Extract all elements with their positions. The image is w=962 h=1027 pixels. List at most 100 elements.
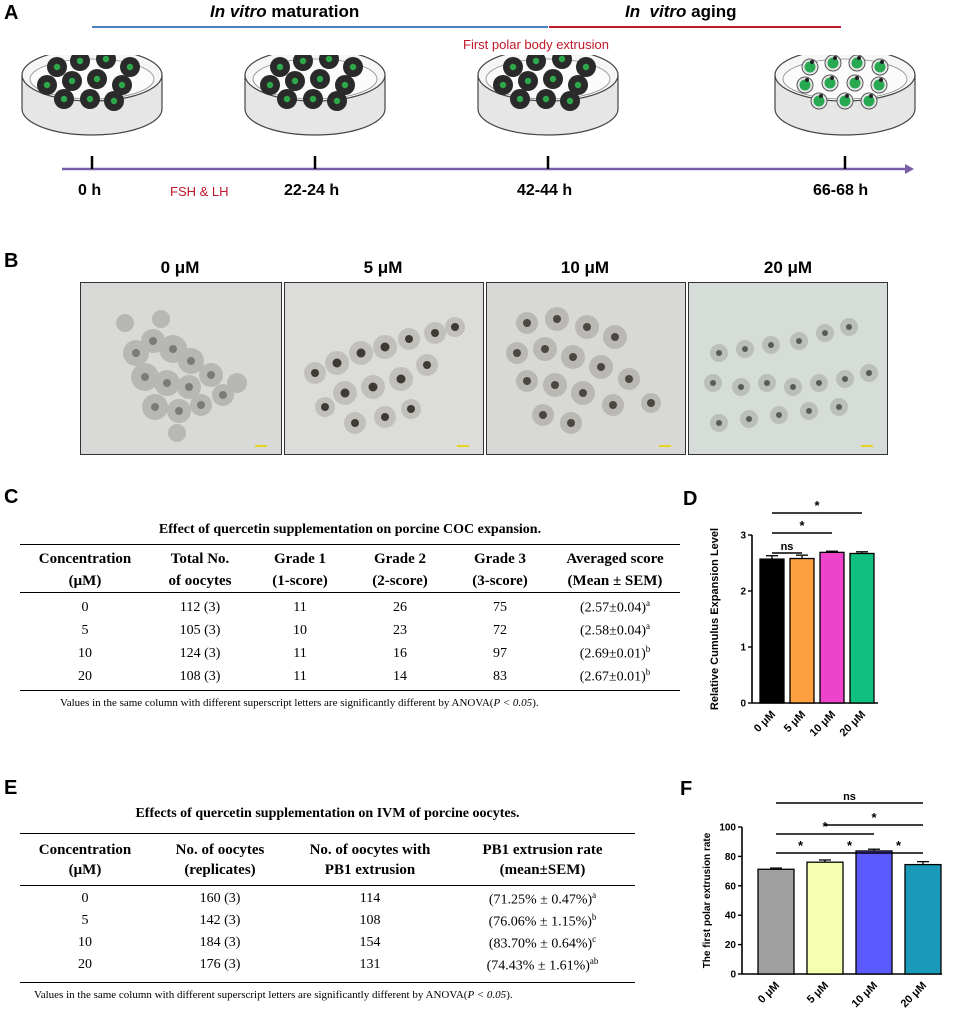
scale-bar bbox=[659, 445, 671, 447]
rate-value: (83.70% ± 0.64%) bbox=[488, 936, 593, 952]
cell: 11 bbox=[293, 599, 307, 615]
cell: 0 bbox=[81, 891, 89, 906]
header-grade1: Grade 1 bbox=[273, 551, 327, 567]
cell: 142 (3) bbox=[199, 913, 241, 928]
cell: (71.25% ± 0.47%)a bbox=[450, 888, 635, 910]
dish-66h bbox=[774, 55, 916, 136]
micrograph-0uM-cells bbox=[116, 310, 247, 442]
significance-label: ns bbox=[781, 541, 794, 553]
score-value: (2.67±0.01) bbox=[579, 669, 646, 685]
cell: 160 (3) bbox=[199, 891, 241, 906]
table-row: 20 176 (3) 131 (74.43% ± 1.61%)ab bbox=[20, 954, 635, 976]
y-axis-label: The first polar extrusion rate bbox=[702, 832, 713, 968]
header-concentration: Concentration bbox=[38, 842, 132, 858]
cell: 131 bbox=[359, 957, 381, 972]
phase-maturation-rest: maturation bbox=[266, 2, 360, 21]
cell: 97 bbox=[493, 645, 507, 661]
panel-label-c: C bbox=[4, 486, 19, 508]
table-e-top-rule bbox=[20, 833, 635, 834]
y-tick-label: 0 bbox=[740, 699, 746, 710]
header-score: Averaged score bbox=[566, 551, 664, 567]
panel-label-a: A bbox=[4, 2, 19, 24]
timeline-axis bbox=[62, 156, 914, 174]
rate-value: (71.25% ± 0.47%) bbox=[488, 892, 593, 908]
aging-line bbox=[549, 26, 841, 28]
micrograph-title-20uM: 20 μM bbox=[763, 258, 813, 277]
cell: 10 bbox=[78, 645, 92, 661]
header-total-sub: of oocytes bbox=[168, 573, 232, 589]
header-grade2-sub: (2-score) bbox=[372, 573, 428, 589]
significance-label: * bbox=[847, 838, 853, 853]
bar bbox=[759, 558, 785, 704]
superscript: ab bbox=[589, 955, 599, 966]
phase-maturation-title: In vitro maturation bbox=[210, 2, 359, 22]
table-row: 0 112 (3) 11 26 75 (2.57±0.04)a bbox=[20, 596, 680, 619]
micrograph-0uM bbox=[80, 282, 282, 455]
micrograph-title-0uM: 0 μM bbox=[160, 258, 200, 277]
table-e-bottom-rule bbox=[20, 982, 635, 983]
time-label-66h: 66-68 h bbox=[813, 182, 869, 199]
superscript: a bbox=[646, 598, 650, 609]
table-row: 20 108 (3) 11 14 83 (2.67±0.01)b bbox=[20, 665, 680, 688]
header-grade1-sub: (1-score) bbox=[272, 573, 328, 589]
note-p-value: P < 0.05 bbox=[493, 697, 533, 709]
micrograph-10uM-cells bbox=[506, 307, 661, 434]
x-tick-label: 10 μM bbox=[808, 709, 839, 740]
cell: 72 bbox=[493, 622, 507, 638]
phase-maturation-italic: In vitro bbox=[210, 2, 267, 21]
table-row: 10 124 (3) 11 16 97 (2.69±0.01)b bbox=[20, 642, 680, 665]
y-tick-label: 1 bbox=[740, 643, 746, 654]
cell: 23 bbox=[393, 622, 407, 638]
table-row: 0 160 (3) 114 (71.25% ± 0.47%)a bbox=[20, 888, 635, 910]
x-tick-label: 20 μM bbox=[899, 980, 930, 1011]
cell: 5 bbox=[81, 913, 89, 928]
panel-label-d: D bbox=[683, 488, 698, 510]
table-c-caption: Effect of quercetin supplementation on p… bbox=[158, 522, 542, 537]
score-value: (2.58±0.04) bbox=[579, 623, 646, 639]
note-end: ). bbox=[506, 989, 513, 1001]
significance-label: * bbox=[814, 498, 820, 513]
y-tick-label: 40 bbox=[725, 911, 737, 922]
micrograph-20uM-cells bbox=[704, 318, 878, 432]
bar bbox=[819, 551, 845, 704]
rate-value: (76.06% ± 1.15%) bbox=[488, 914, 592, 930]
superscript: b bbox=[591, 911, 597, 922]
bar bbox=[757, 868, 795, 975]
cell: 108 bbox=[359, 913, 381, 928]
cell: 114 bbox=[359, 891, 381, 906]
header-grade3: Grade 3 bbox=[473, 551, 527, 567]
table-c-header-rule bbox=[20, 592, 680, 593]
header-rate-sub: (mean±SEM) bbox=[499, 862, 586, 878]
dish-22h bbox=[244, 55, 386, 136]
cell: (2.69±0.01)b bbox=[550, 642, 680, 665]
cell: 5 bbox=[81, 622, 89, 638]
table-c-bottom-rule bbox=[20, 690, 680, 691]
header-pb1-sub: PB1 extrusion bbox=[324, 862, 416, 878]
header-grade3-sub: (3-score) bbox=[472, 573, 528, 589]
cell: 154 bbox=[359, 935, 381, 950]
y-tick-label: 0 bbox=[730, 970, 736, 981]
extrusion-label: First polar body extrusion bbox=[463, 37, 609, 52]
x-tick-label: 20 μM bbox=[838, 709, 869, 740]
hormone-label: FSH & LH bbox=[170, 184, 229, 199]
cell: 26 bbox=[393, 599, 407, 615]
significance-label: * bbox=[896, 838, 902, 853]
superscript: b bbox=[645, 667, 651, 678]
time-label-0h: 0 h bbox=[78, 182, 102, 199]
note-end: ). bbox=[532, 697, 539, 709]
cell: 11 bbox=[293, 668, 307, 684]
micrograph-20uM bbox=[688, 282, 888, 455]
time-label-22h: 22-24 h bbox=[284, 182, 340, 199]
header-concentration: Concentration bbox=[38, 551, 132, 567]
y-axis-label: Relative Cumulus Expansion Level bbox=[709, 528, 721, 710]
cell: (76.06% ± 1.15%)b bbox=[450, 910, 635, 932]
cell: 20 bbox=[78, 957, 92, 972]
bar bbox=[904, 863, 942, 975]
cell: (2.67±0.01)b bbox=[550, 665, 680, 688]
table-c: Concentration Total No. Grade 1 Grade 2 … bbox=[20, 548, 680, 688]
cell: 108 (3) bbox=[179, 668, 221, 684]
header-grade2: Grade 2 bbox=[373, 551, 427, 567]
panel-label-f: F bbox=[680, 778, 693, 800]
micrograph-5uM bbox=[284, 282, 484, 455]
header-concentration-unit: (μM) bbox=[68, 573, 102, 589]
